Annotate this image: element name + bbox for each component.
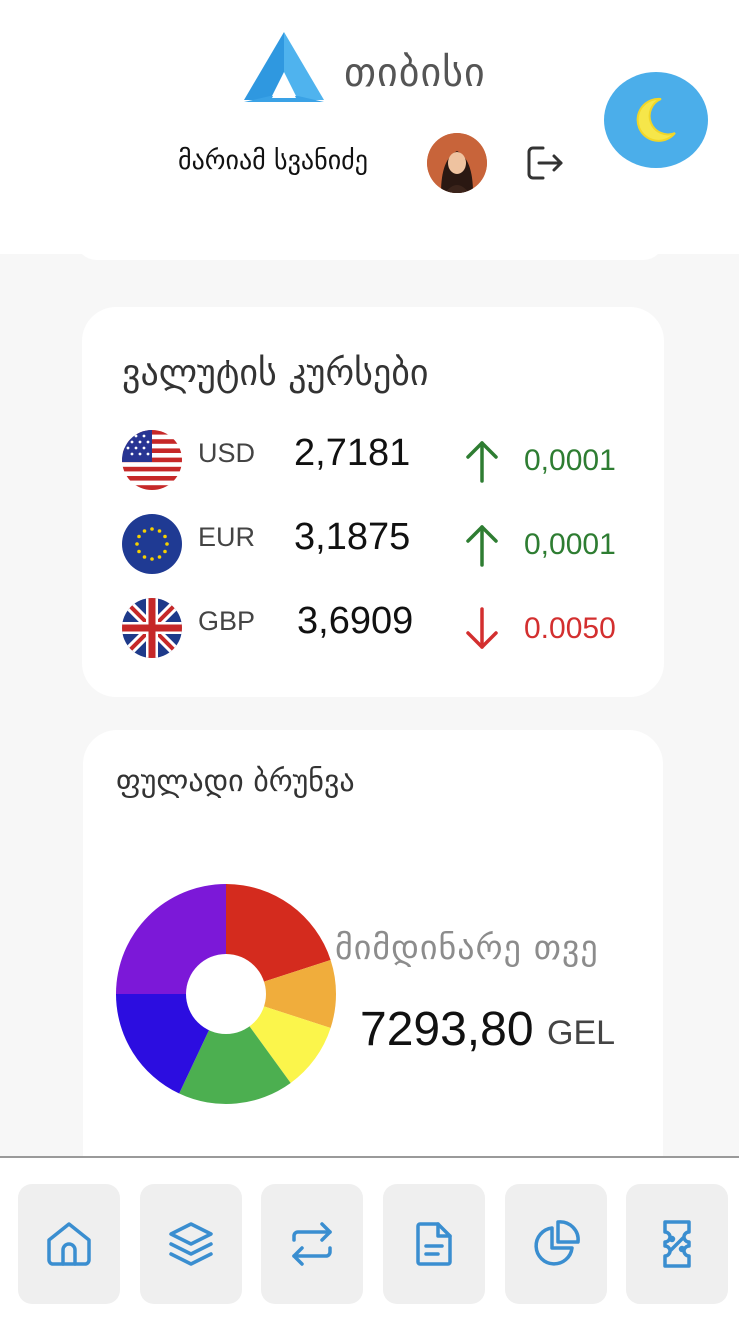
avatar[interactable] <box>427 133 487 193</box>
rate-row-gbp[interactable]: GBP 3,6909 0.0050 <box>82 598 664 668</box>
transfer-arrows-icon <box>292 1222 332 1266</box>
app-header: თიბისი მარიამ სვანიძე <box>0 0 739 254</box>
header-tail <box>75 236 665 260</box>
pie-chart-icon <box>534 1220 580 1266</box>
arrow-up-icon <box>466 441 498 483</box>
brand-name: თიბისი <box>344 50 486 96</box>
rate-value: 2,7181 <box>294 432 411 474</box>
eu-flag-icon <box>122 514 182 574</box>
theme-toggle-button[interactable] <box>604 72 708 168</box>
period-label: მიმდინარე თვე <box>335 928 599 968</box>
rates-title: ვალუტის კურსები <box>122 353 429 394</box>
arrow-down-icon <box>466 607 498 649</box>
uk-flag-icon <box>122 598 182 658</box>
rate-row-eur[interactable]: EUR 3,1875 0,0001 <box>82 514 664 584</box>
rate-change: 0,0001 <box>524 444 616 477</box>
logout-icon <box>527 146 563 180</box>
moon-icon <box>636 97 676 142</box>
rate-row-usd[interactable]: USD 2,7181 0,0001 <box>82 430 664 500</box>
avatar-portrait-icon <box>427 133 487 193</box>
bottom-nav <box>0 1156 739 1317</box>
currency-code: EUR <box>198 522 256 552</box>
rate-value: 3,1875 <box>294 516 411 558</box>
cash-flow-title: ფულადი ბრუნვა <box>116 764 355 799</box>
nav-home-button[interactable] <box>18 1184 120 1304</box>
nav-transfers-button[interactable] <box>261 1184 363 1304</box>
layers-icon <box>169 1222 213 1266</box>
arrow-up-icon <box>466 525 498 567</box>
currency-code: GBP <box>198 606 256 636</box>
tbc-logo-icon[interactable] <box>242 30 326 106</box>
donut-chart[interactable] <box>115 883 337 1105</box>
nav-analytics-button[interactable] <box>505 1184 607 1304</box>
home-icon <box>47 1222 91 1266</box>
currency-rates-card: ვალუტის კურსები USD <box>82 307 664 697</box>
user-name: მარიამ სვანიძე <box>178 146 368 176</box>
pie-slice-2[interactable] <box>226 960 336 1028</box>
nav-documents-button[interactable] <box>383 1184 485 1304</box>
rate-change: 0,0001 <box>524 528 616 561</box>
currency-code: USD <box>198 438 256 468</box>
rate-change: 0.0050 <box>524 612 616 645</box>
nav-offers-button[interactable] <box>626 1184 728 1304</box>
pie-slice-4[interactable] <box>179 994 291 1104</box>
donut-hole <box>186 954 266 1034</box>
cash-flow-currency: GEL <box>547 1014 616 1052</box>
logout-button[interactable] <box>520 140 568 186</box>
rate-value: 3,6909 <box>297 600 414 642</box>
coupon-icon <box>663 1220 691 1268</box>
nav-products-button[interactable] <box>140 1184 242 1304</box>
cash-flow-amount: 7293,80 <box>360 1003 534 1056</box>
us-flag-icon <box>122 430 182 490</box>
document-icon <box>416 1222 452 1266</box>
